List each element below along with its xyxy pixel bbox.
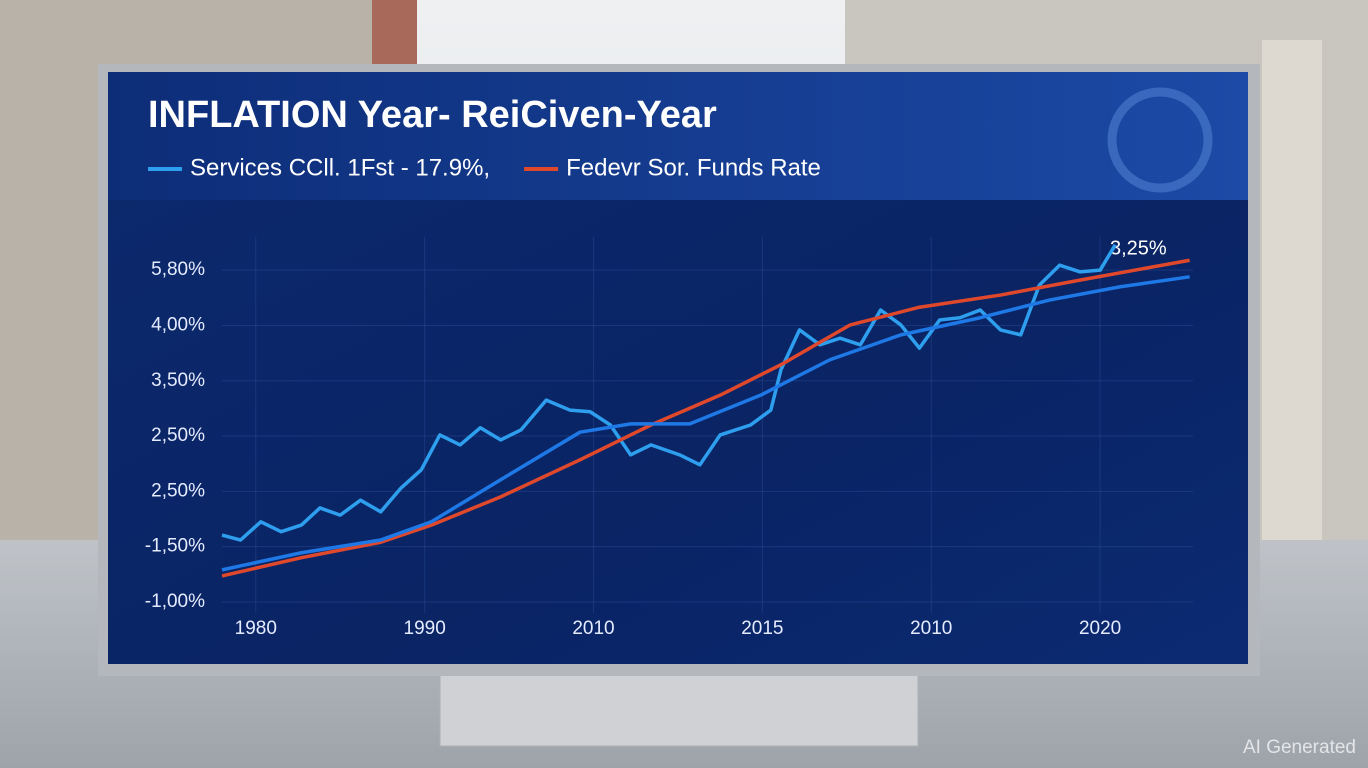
x-tick-label: 2010 [572, 618, 614, 639]
column [1262, 40, 1322, 540]
legend-label: Fedevr Sor. Funds Rate [566, 154, 821, 181]
x-tick-label: 1980 [235, 618, 277, 639]
header-band [108, 72, 1248, 200]
y-tick-label: 5,80% [151, 259, 205, 280]
watermark: AI Generated [1243, 737, 1356, 758]
series-line [221, 258, 1190, 578]
header-ornament [1107, 87, 1213, 193]
y-tick-label: -1,50% [145, 536, 205, 557]
y-tick-label: 3,50% [151, 370, 205, 391]
y-tick-label: 2,50% [151, 425, 205, 446]
y-tick-label: 2,50% [151, 480, 205, 501]
y-tick-label: 4,00% [151, 314, 205, 335]
series-line [221, 275, 1190, 572]
x-tick-label: 2015 [741, 618, 783, 639]
series-line [221, 243, 1117, 542]
chart-title: INFLATION Year- ReiCiven-Year [148, 94, 717, 136]
x-tick-label: 2010 [910, 618, 952, 639]
y-tick-label: -1,00% [145, 591, 205, 612]
stand [439, 669, 919, 747]
x-tick-label: 2020 [1079, 618, 1121, 639]
x-tick-label: 1990 [404, 618, 446, 639]
annotation: 3,25% [1110, 237, 1167, 259]
legend-label: Services CCll. 1Fst - 17.9%, [190, 154, 490, 181]
